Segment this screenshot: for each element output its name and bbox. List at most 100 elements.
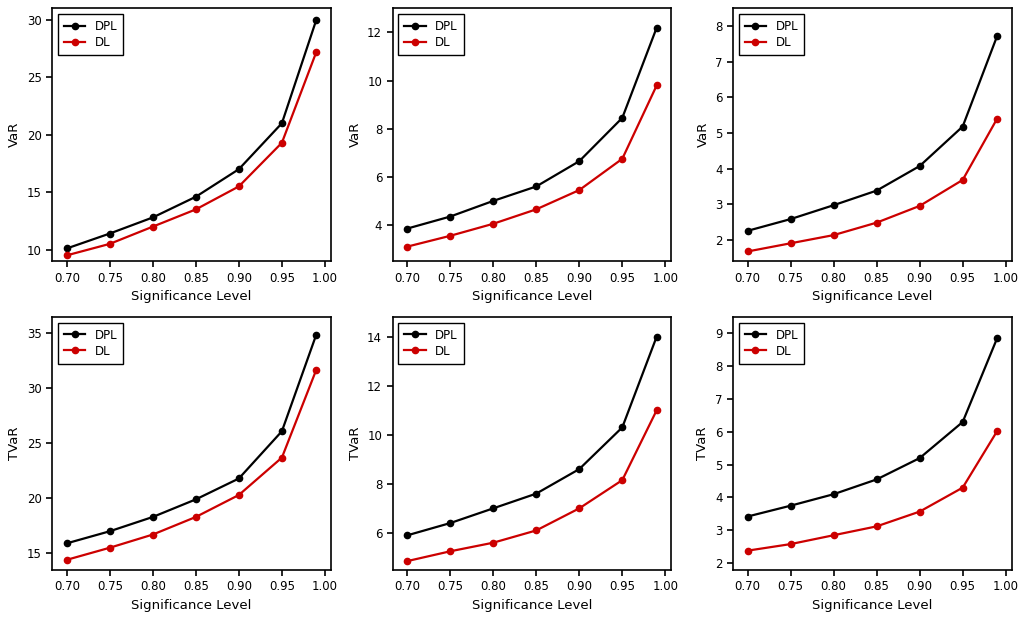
DPL: [914, 454, 926, 462]
DPL: [444, 213, 456, 220]
DPL: [616, 423, 628, 431]
DPL: [573, 157, 585, 165]
DL: [310, 366, 323, 373]
Line: DPL: DPL: [64, 17, 320, 252]
DL: [530, 206, 543, 213]
DL: [741, 547, 754, 554]
Line: DPL: DPL: [64, 332, 320, 546]
DPL: [956, 418, 968, 426]
DPL: [871, 476, 883, 483]
Legend: DPL, DL: DPL, DL: [399, 14, 464, 55]
DPL: [487, 197, 500, 205]
DPL: [147, 214, 159, 221]
DL: [914, 202, 926, 210]
DL: [991, 427, 1003, 435]
DL: [573, 505, 585, 512]
DPL: [190, 495, 203, 503]
DPL: [104, 230, 116, 237]
X-axis label: Significance Level: Significance Level: [472, 290, 592, 303]
DL: [991, 115, 1003, 122]
DL: [190, 513, 203, 521]
DPL: [828, 490, 840, 498]
Line: DL: DL: [404, 407, 660, 564]
DL: [616, 476, 628, 484]
DPL: [914, 162, 926, 170]
DPL: [444, 520, 456, 527]
DL: [616, 155, 628, 162]
DPL: [741, 227, 754, 234]
DPL: [276, 428, 288, 435]
Legend: DPL, DL: DPL, DL: [739, 14, 804, 55]
DPL: [784, 502, 797, 510]
Legend: DPL, DL: DPL, DL: [399, 323, 464, 363]
DL: [828, 531, 840, 539]
Y-axis label: VaR: VaR: [697, 122, 709, 148]
Line: DL: DL: [744, 428, 1000, 554]
DPL: [190, 193, 203, 200]
DPL: [828, 202, 840, 209]
DPL: [991, 32, 1003, 40]
DPL: [616, 114, 628, 122]
DL: [444, 232, 456, 239]
DPL: [401, 531, 413, 539]
Line: DL: DL: [64, 49, 320, 259]
DL: [190, 206, 203, 213]
DPL: [61, 539, 73, 547]
Line: DPL: DPL: [404, 334, 660, 538]
DL: [651, 407, 663, 414]
DL: [828, 231, 840, 239]
Line: DL: DL: [404, 82, 660, 250]
DPL: [61, 245, 73, 252]
DPL: [956, 123, 968, 130]
DL: [147, 223, 159, 231]
Line: DPL: DPL: [744, 33, 1000, 234]
DPL: [310, 16, 323, 24]
DL: [573, 187, 585, 194]
DL: [487, 539, 500, 546]
DPL: [104, 528, 116, 535]
DPL: [530, 490, 543, 497]
DPL: [741, 513, 754, 520]
DPL: [487, 505, 500, 512]
DL: [401, 243, 413, 250]
DPL: [147, 513, 159, 521]
DL: [784, 239, 797, 247]
DPL: [530, 183, 543, 190]
DL: [276, 139, 288, 146]
DPL: [651, 333, 663, 340]
DL: [530, 527, 543, 534]
DPL: [573, 466, 585, 473]
DPL: [232, 166, 245, 173]
DL: [104, 240, 116, 247]
X-axis label: Significance Level: Significance Level: [812, 290, 932, 303]
DL: [487, 220, 500, 228]
Line: DPL: DPL: [404, 24, 660, 232]
Y-axis label: VaR: VaR: [8, 122, 22, 148]
X-axis label: Significance Level: Significance Level: [472, 599, 592, 612]
DL: [310, 48, 323, 56]
DPL: [310, 331, 323, 339]
DL: [871, 219, 883, 226]
X-axis label: Significance Level: Significance Level: [812, 599, 932, 612]
DL: [956, 176, 968, 184]
DL: [914, 508, 926, 515]
DPL: [276, 120, 288, 127]
DPL: [232, 475, 245, 482]
DL: [871, 523, 883, 530]
Line: DPL: DPL: [744, 335, 1000, 520]
DL: [147, 531, 159, 538]
DL: [651, 82, 663, 89]
DL: [401, 557, 413, 565]
X-axis label: Significance Level: Significance Level: [132, 290, 252, 303]
Legend: DPL, DL: DPL, DL: [59, 323, 123, 363]
Line: DL: DL: [744, 115, 1000, 255]
DL: [276, 454, 288, 461]
Line: DL: DL: [64, 366, 320, 563]
DL: [444, 547, 456, 555]
DL: [741, 248, 754, 255]
Y-axis label: TVaR: TVaR: [697, 427, 709, 460]
X-axis label: Significance Level: Significance Level: [132, 599, 252, 612]
Legend: DPL, DL: DPL, DL: [739, 323, 804, 363]
Y-axis label: TVaR: TVaR: [348, 427, 362, 460]
DL: [232, 491, 245, 498]
